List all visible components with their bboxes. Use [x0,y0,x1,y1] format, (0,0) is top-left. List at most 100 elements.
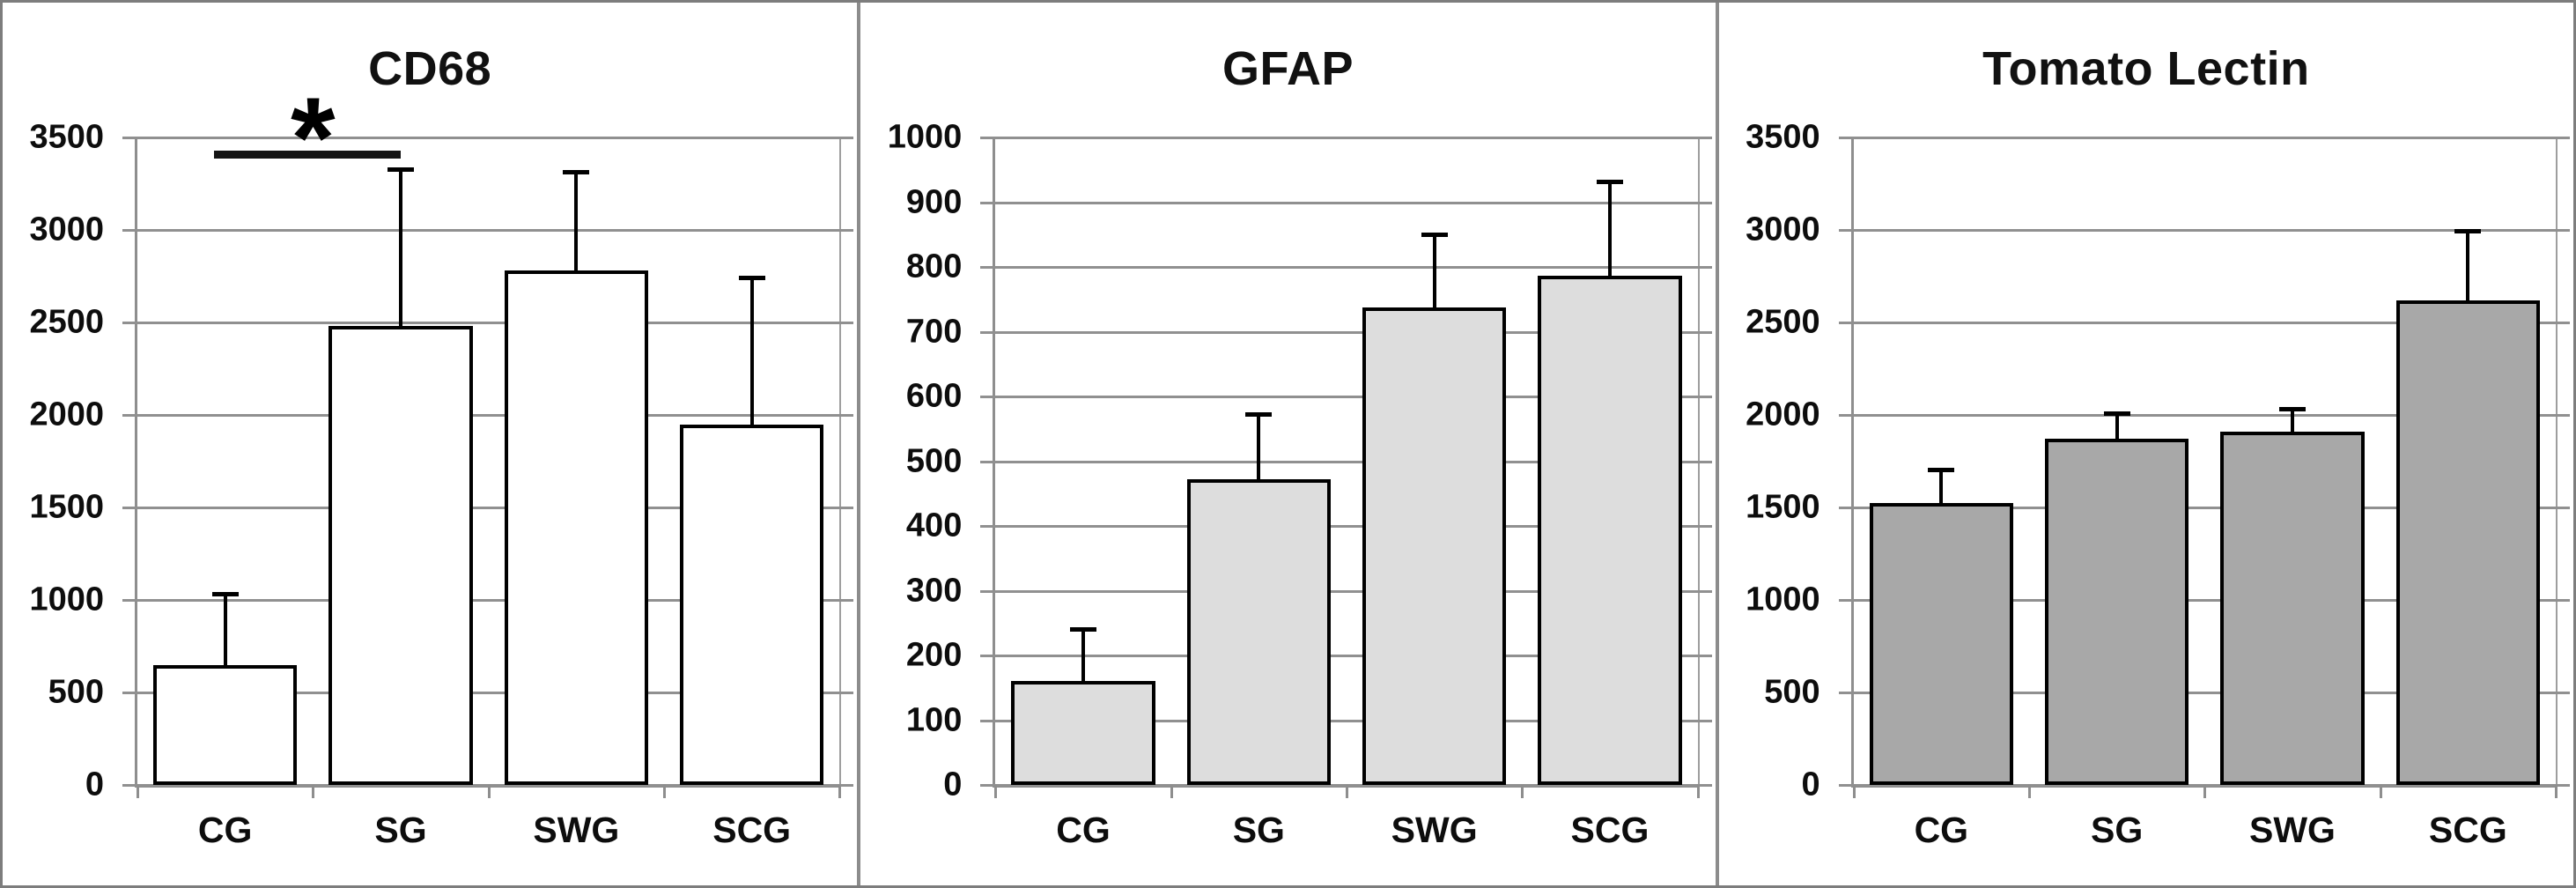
error-bar-cap-scg [2454,229,2482,234]
gridline-y500 [122,692,854,694]
chart-title-gfap: GFAP [1222,42,1354,95]
x-axis-tick [838,785,842,798]
x-axis-label-cg: CG [1056,810,1111,850]
y-axis-label: 600 [905,377,963,415]
y-axis-label: 500 [48,673,104,711]
x-axis-tick [994,785,998,798]
y-axis-label: 3000 [29,211,104,248]
x-axis-tick [1852,785,1856,798]
x-axis-tick [1696,785,1700,798]
gridline-y3500 [122,137,854,139]
y-axis-label: 0 [1801,766,1820,803]
y-axis-label: 1000 [887,118,963,156]
panel-tomato-lectin: Tomato Lectin 0 500 1000 1500 2000 2500 3000 35… [1718,3,2573,885]
y-axis-label: 2000 [1746,396,1820,433]
x-axis-tick [137,785,139,798]
bar-swg [2220,431,2365,785]
gridline-y700 [980,330,1712,334]
error-bar-cap-scg [738,275,765,280]
x-axis-tick [662,785,666,798]
chart-title-tomato-lectin: Tomato Lectin [1982,42,2310,95]
error-bar-sg [398,169,402,327]
x-axis-tick [2554,785,2558,798]
gridline-y800 [980,266,1712,269]
error-bar-cap-sg [2103,411,2130,416]
error-bar-cap-cg [1069,626,1096,632]
gridline-y2500 [1838,321,2570,324]
bar-swg [504,270,649,785]
x-axis-label-swg: SWG [1391,810,1478,850]
error-bar-cg [1939,470,1944,503]
y-axis-label: 0 [85,766,104,803]
bar-sg [328,326,473,785]
x-axis-tick [1345,785,1348,798]
y-axis-label: 3500 [1746,118,1820,156]
error-bar-swg [2290,409,2294,432]
bar-sg [1186,479,1332,785]
x-axis-tick [1521,785,1524,798]
y-axis-label: 400 [905,507,963,544]
y-axis-label: 1000 [29,581,104,618]
gridline-y2000 [122,414,854,417]
x-axis-label-cg: CG [197,810,253,850]
error-bar-scg [2466,232,2470,300]
y-axis-label: 800 [905,248,963,285]
x-axis-tick [2027,785,2031,798]
bar-scg [1538,275,1682,785]
error-bar-cap-swg [2278,406,2306,411]
error-bar-cap-swg [563,169,590,174]
error-bar-swg [1432,235,1436,308]
error-bar-scg [1607,182,1612,276]
error-bar-swg [574,172,579,271]
plot-area-gfap: 0 100 200 300 400 500 600 700 800 900 1000 CG SG SWG S… [888,119,1712,850]
gridline-y500 [980,460,1712,463]
gridline-y1000 [122,599,854,602]
x-axis-tick [2379,785,2382,798]
y-axis-label: 500 [1764,673,1820,711]
x-axis-tick [2203,785,2207,798]
x-axis-label-swg: SWG [2249,810,2336,850]
y-axis-label: 3000 [1746,211,1820,248]
error-bar-cap-swg [1421,233,1448,237]
error-bar-cap-scg [1596,180,1623,185]
gridline-y100 [980,719,1712,722]
gridline-y400 [980,525,1712,528]
x-axis-label-scg: SCG [2428,810,2507,850]
plot-area-cd68: 0 500 1000 1500 2000 2500 3000 3500 CG SG SWG SCG * [29,80,854,850]
bar-scg [2395,300,2541,785]
bar-swg [1362,307,1507,785]
error-bar-sg [1257,414,1261,480]
gridline-y1000 [1838,599,2570,602]
y-axis-label: 200 [905,636,963,674]
y-axis-label: 2500 [29,303,104,341]
x-axis-label-cg: CG [1914,810,1969,850]
x-axis-label-scg: SCG [1570,810,1650,850]
gridline-y1000 [980,137,1712,139]
bar-cg [1869,502,2014,785]
panel-gfap: GFAP 0 100 200 300 400 500 600 700 800 900 1000 CG S… [860,3,1719,885]
gridline-y200 [980,655,1712,657]
x-axis-label-scg: SCG [712,810,792,850]
error-bar-cap-sg [387,166,414,172]
y-axis-label: 900 [905,183,963,220]
bar-cg [1011,681,1155,785]
error-bar-scg [749,278,754,425]
gridline-y3000 [122,228,854,232]
error-bar-cap-cg [211,591,239,596]
panel-cd68: CD68 0 500 1000 1500 2000 2500 3000 3500 CG SG SWG… [3,3,861,885]
y-axis-label: 1500 [29,488,104,526]
x-axis-tick [1170,785,1173,798]
error-bar-cg [223,594,227,665]
y-axis-label: 1000 [1746,581,1820,618]
gridline-y3000 [1838,228,2570,232]
y-axis-label: 700 [905,313,963,350]
gridline-y3500 [1838,137,2570,139]
bar-sg [2044,439,2189,785]
x-axis-label-sg: SG [2091,810,2144,850]
y-axis-label: 1500 [1746,488,1820,526]
significance-asterisk: * [291,73,336,202]
gridline-y500 [1838,692,2570,694]
significance-line [213,150,401,159]
plot-area-tomato-lectin: 0 500 1000 1500 2000 2500 3000 3500 CG SG SWG SCG [1746,119,2570,850]
